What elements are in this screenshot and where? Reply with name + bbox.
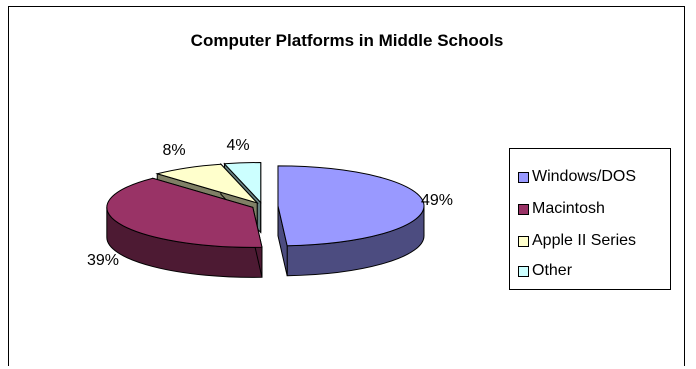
- legend-item-apple-ii-series: Apple II Series: [518, 231, 636, 251]
- pie-label-macintosh: 39%: [87, 252, 119, 269]
- legend-item-other: Other: [518, 261, 572, 281]
- pie-label-other: 4%: [226, 137, 249, 154]
- legend: Windows/DOS Macintosh Apple II Series Ot…: [509, 148, 671, 290]
- legend-swatch-macintosh: [518, 203, 529, 215]
- legend-swatch-windows-dos: [518, 171, 529, 183]
- pie-slice-macintosh: [106, 177, 263, 278]
- chart-title: Computer Platforms in Middle Schools: [190, 31, 504, 50]
- legend-label-other: Other: [532, 262, 573, 279]
- pie-label-windows-dos: 49%: [421, 192, 453, 209]
- legend-swatch-apple-ii-series: [518, 235, 529, 247]
- legend-label-windows-dos: Windows/DOS: [532, 168, 637, 185]
- legend-swatch-other: [518, 265, 529, 277]
- pie-label-apple-ii-series: 8%: [162, 142, 185, 159]
- legend-label-macintosh: Macintosh: [532, 200, 605, 217]
- legend-item-windows-dos: Windows/DOS: [518, 167, 636, 187]
- pie-slice-windows-dos: [277, 165, 425, 277]
- legend-label-apple-ii-series: Apple II Series: [532, 232, 637, 249]
- legend-item-macintosh: Macintosh: [518, 199, 605, 219]
